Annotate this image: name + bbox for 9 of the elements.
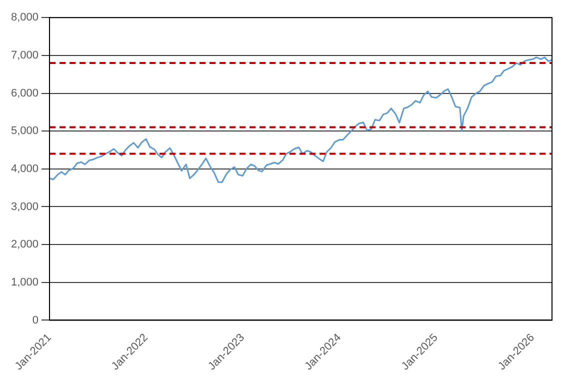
y-tick-label: 6,000 (10, 87, 39, 100)
y-tick-label: 7,000 (10, 49, 39, 62)
y-tick-label: 2,000 (10, 238, 39, 251)
y-tick-label: 3,000 (10, 200, 39, 213)
y-tick-label: 5,000 (10, 125, 39, 138)
y-tick-label: 0 (32, 314, 39, 326)
y-tick-label: 8,000 (10, 12, 39, 24)
y-tick-label: 4,000 (10, 162, 39, 175)
y-tick-label: 1,000 (10, 276, 39, 288)
